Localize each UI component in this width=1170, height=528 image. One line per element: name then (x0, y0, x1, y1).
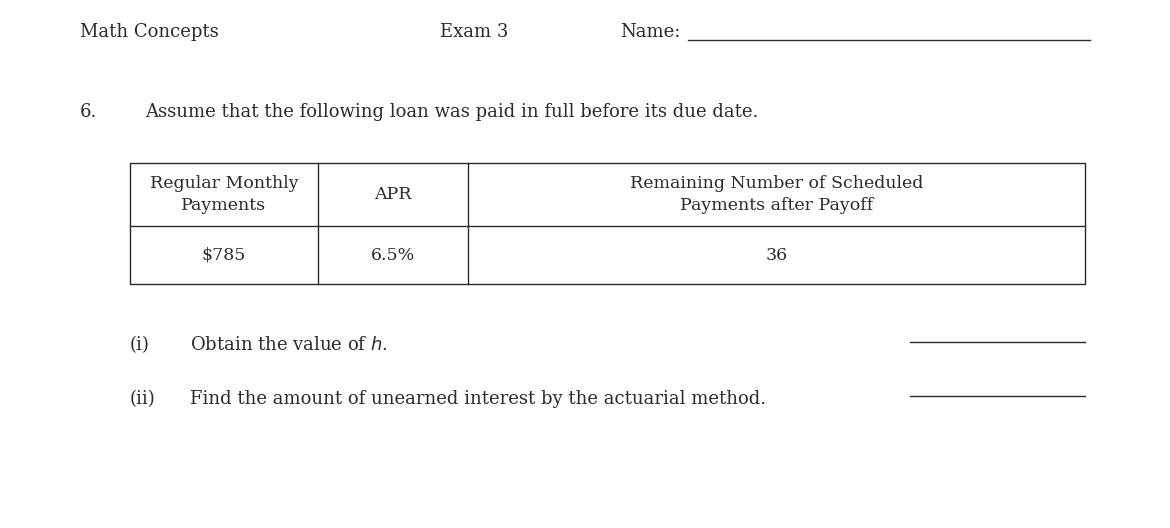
Text: 6.: 6. (80, 103, 97, 121)
Text: Obtain the value of $h$.: Obtain the value of $h$. (190, 336, 388, 354)
Text: Exam 3: Exam 3 (440, 23, 509, 41)
Text: Math Concepts: Math Concepts (80, 23, 219, 41)
Text: (i): (i) (130, 336, 150, 354)
Text: APR: APR (374, 186, 412, 203)
Text: 6.5%: 6.5% (371, 247, 415, 263)
Text: (ii): (ii) (130, 390, 156, 408)
Text: Name:: Name: (620, 23, 681, 41)
Text: Find the amount of unearned interest by the actuarial method.: Find the amount of unearned interest by … (190, 390, 766, 408)
Text: Regular Monthly
Payments: Regular Monthly Payments (150, 175, 298, 214)
Text: Assume that the following loan was paid in full before its due date.: Assume that the following loan was paid … (145, 103, 758, 121)
Text: $785: $785 (201, 247, 246, 263)
Bar (130, 163, 1085, 284)
Text: 36: 36 (765, 247, 787, 263)
Text: Remaining Number of Scheduled
Payments after Payoff: Remaining Number of Scheduled Payments a… (629, 175, 923, 214)
